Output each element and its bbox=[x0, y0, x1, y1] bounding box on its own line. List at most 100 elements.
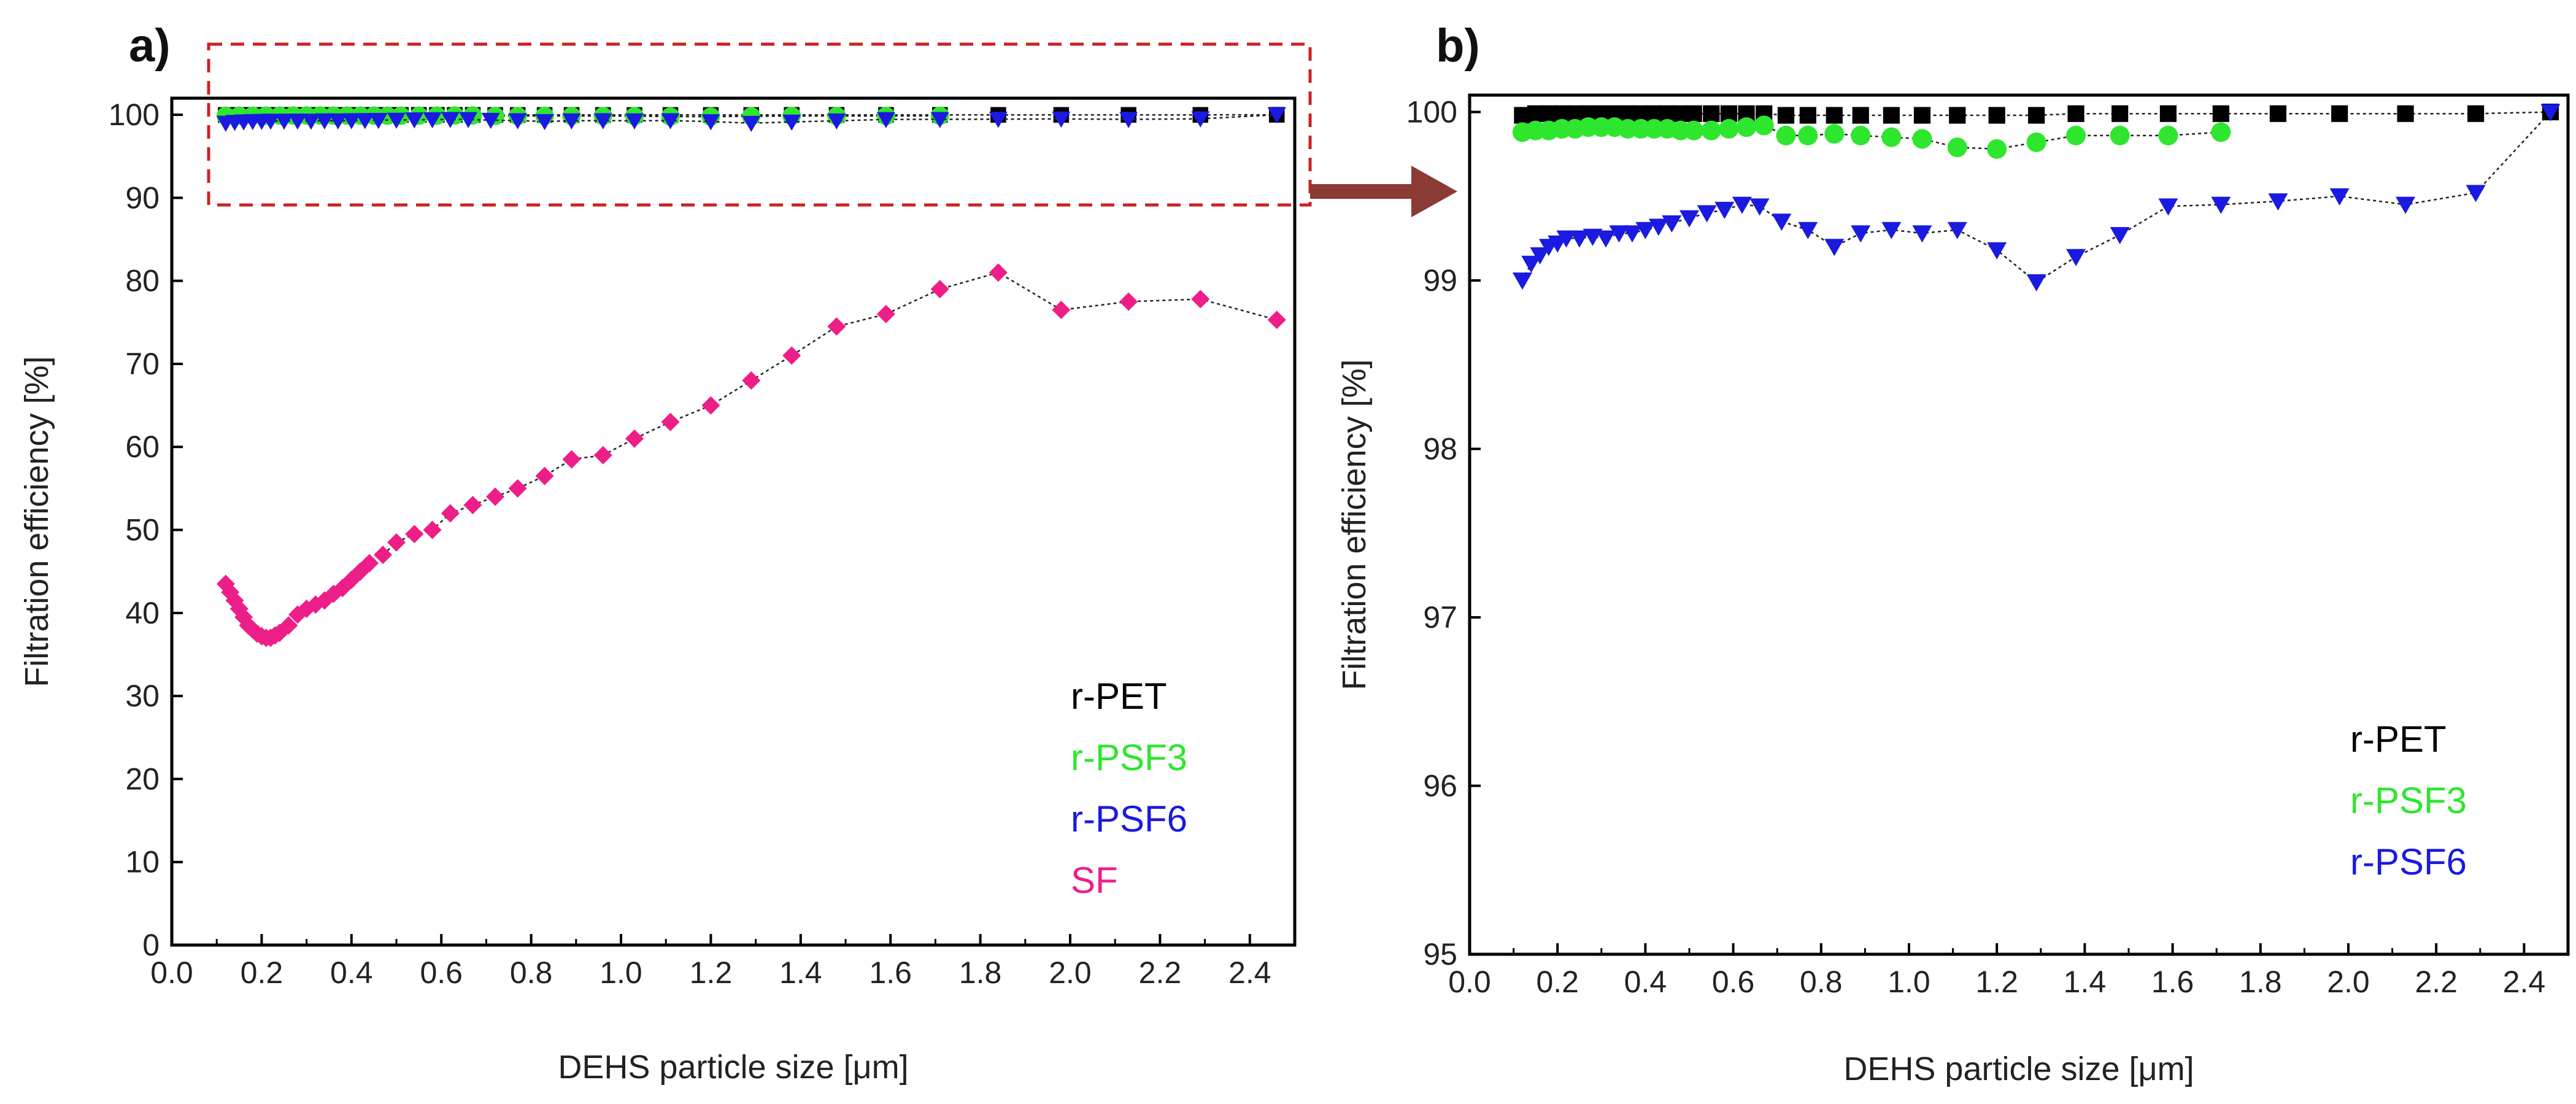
data-point-r-psf6 bbox=[1052, 111, 1071, 128]
data-point-r-psf3 bbox=[1987, 139, 2007, 159]
xtick-label: 1.0 bbox=[600, 955, 642, 990]
ytick-label: 97 bbox=[1423, 600, 1457, 635]
data-point-r-psf6 bbox=[508, 113, 527, 129]
legend-b-r-pet: r-PET bbox=[2350, 719, 2447, 760]
data-point-r-psf6 bbox=[782, 114, 801, 131]
xtick-label: 2.2 bbox=[2415, 965, 2458, 999]
data-point-r-psf6 bbox=[1595, 230, 1616, 248]
xtick-label: 2.0 bbox=[2327, 965, 2370, 999]
xtick-label: 0.6 bbox=[1712, 965, 1755, 999]
legend-a-r-psf3: r-PSF3 bbox=[1071, 737, 1187, 778]
data-point-r-pet bbox=[1852, 107, 1869, 124]
xtick-label: 1.0 bbox=[1888, 965, 1930, 999]
data-point-r-psf6 bbox=[459, 112, 478, 128]
data-point-r-psf6 bbox=[1635, 222, 1656, 239]
panel-b-label: b) bbox=[1436, 20, 1480, 72]
data-point-r-psf6 bbox=[1556, 230, 1576, 248]
ytick-label: 96 bbox=[1423, 768, 1457, 803]
data-point-r-psf6 bbox=[876, 112, 895, 128]
panel-b-ylabel: Filtration efficiency [%] bbox=[1336, 359, 1373, 690]
data-point-r-pet bbox=[2397, 105, 2414, 122]
zoom-arrow bbox=[1310, 166, 1457, 217]
data-point-r-psf6 bbox=[1512, 272, 1532, 290]
data-point-r-psf6 bbox=[1119, 112, 1138, 128]
data-point-sf bbox=[374, 546, 393, 565]
xtick-label: 1.2 bbox=[690, 955, 733, 990]
xtick-label: 0.6 bbox=[420, 955, 463, 990]
data-point-r-psf6 bbox=[1609, 225, 1629, 243]
data-point-r-psf6 bbox=[742, 115, 761, 132]
data-point-sf bbox=[486, 487, 505, 506]
panel-a-legend: r-PET r-PSF3 r-PSF6 SF bbox=[1071, 676, 1187, 901]
data-point-r-psf6 bbox=[1987, 242, 2007, 260]
data-point-r-pet bbox=[2269, 105, 2287, 122]
data-point-r-psf6 bbox=[625, 113, 644, 130]
data-point-r-psf6 bbox=[2066, 249, 2086, 266]
data-point-r-pet bbox=[1777, 107, 1795, 124]
data-point-r-psf3 bbox=[1798, 125, 1818, 145]
data-point-r-psf6 bbox=[481, 112, 500, 129]
ytick-label: 95 bbox=[1423, 937, 1457, 971]
data-point-r-psf6 bbox=[2110, 227, 2130, 245]
ytick-label: 40 bbox=[125, 596, 160, 630]
xtick-label: 2.4 bbox=[2503, 965, 2546, 999]
data-point-r-psf6 bbox=[1521, 255, 1541, 273]
data-point-r-psf6 bbox=[2268, 193, 2288, 211]
xtick-label: 1.2 bbox=[1975, 965, 2018, 999]
data-point-r-psf6 bbox=[301, 114, 320, 130]
xtick-label: 0.4 bbox=[1624, 965, 1667, 999]
data-point-r-psf6 bbox=[288, 114, 307, 130]
xtick-label: 0.2 bbox=[241, 955, 283, 990]
data-point-r-psf6 bbox=[405, 112, 424, 129]
xtick-label: 2.0 bbox=[1049, 955, 1092, 990]
ytick-label: 30 bbox=[125, 679, 160, 713]
xtick-label: 0.2 bbox=[1536, 965, 1579, 999]
data-point-r-pet bbox=[2028, 107, 2045, 124]
data-point-r-psf3 bbox=[2066, 125, 2086, 145]
panel-a: a) 0.0 0.2 0.4 0.6 0.8 1.0 1.2 1.4 1.6 1.8 2.0 2.2 2… bbox=[18, 20, 1297, 1086]
data-point-r-psf6 bbox=[1697, 205, 1717, 223]
data-point-r-psf6 bbox=[2466, 185, 2486, 203]
data-point-r-psf6 bbox=[593, 113, 612, 129]
data-point-r-psf6 bbox=[1947, 222, 1967, 239]
data-point-r-psf6 bbox=[827, 113, 846, 130]
data-point-r-psf3 bbox=[1947, 137, 1967, 158]
series-sf bbox=[216, 263, 1286, 647]
data-point-r-psf6 bbox=[2211, 196, 2231, 214]
data-point-r-psf6 bbox=[1749, 198, 1770, 216]
data-point-r-psf6 bbox=[2026, 274, 2046, 291]
data-point-sf bbox=[930, 280, 949, 299]
data-point-r-psf6 bbox=[535, 114, 554, 131]
data-point-r-psf6 bbox=[261, 114, 280, 130]
series-r-psf6 bbox=[1512, 104, 2561, 291]
data-point-r-psf6 bbox=[342, 113, 361, 129]
data-point-sf bbox=[441, 504, 460, 523]
ytick-label: 90 bbox=[125, 180, 160, 215]
highlight-region-box bbox=[207, 42, 1312, 207]
data-point-r-psf6 bbox=[315, 113, 334, 130]
data-point-r-psf3 bbox=[2110, 125, 2130, 145]
panel-b-xlabel: DEHS particle size [μm] bbox=[1843, 1051, 2194, 1087]
xtick-label: 2.4 bbox=[1228, 955, 1271, 990]
data-point-sf bbox=[1052, 301, 1071, 319]
xtick-label: 1.6 bbox=[2151, 965, 2194, 999]
data-point-r-psf6 bbox=[2396, 196, 2416, 214]
data-point-r-psf6 bbox=[275, 114, 293, 130]
data-point-r-psf3 bbox=[1881, 127, 1902, 147]
data-point-r-psf6 bbox=[1530, 247, 1550, 264]
data-point-r-psf6 bbox=[1851, 225, 1871, 243]
xtick-label: 1.8 bbox=[959, 955, 1002, 990]
xtick-label: 0.8 bbox=[1800, 965, 1843, 999]
data-point-r-psf3 bbox=[2026, 132, 2046, 152]
data-point-r-psf6 bbox=[1622, 225, 1642, 243]
data-point-r-psf6 bbox=[387, 112, 406, 129]
panel-b-legend: r-PET r-PSF3 r-PSF6 bbox=[2350, 719, 2467, 882]
xtick-label: 0.0 bbox=[150, 955, 193, 990]
data-point-r-psf6 bbox=[1662, 215, 1682, 233]
series-line-sf bbox=[225, 271, 1278, 639]
data-point-sf bbox=[1267, 311, 1286, 330]
data-point-sf bbox=[876, 304, 895, 323]
data-point-r-psf6 bbox=[328, 113, 347, 130]
data-point-r-pet bbox=[2159, 105, 2177, 122]
series-line-r-pet bbox=[1522, 111, 2551, 117]
